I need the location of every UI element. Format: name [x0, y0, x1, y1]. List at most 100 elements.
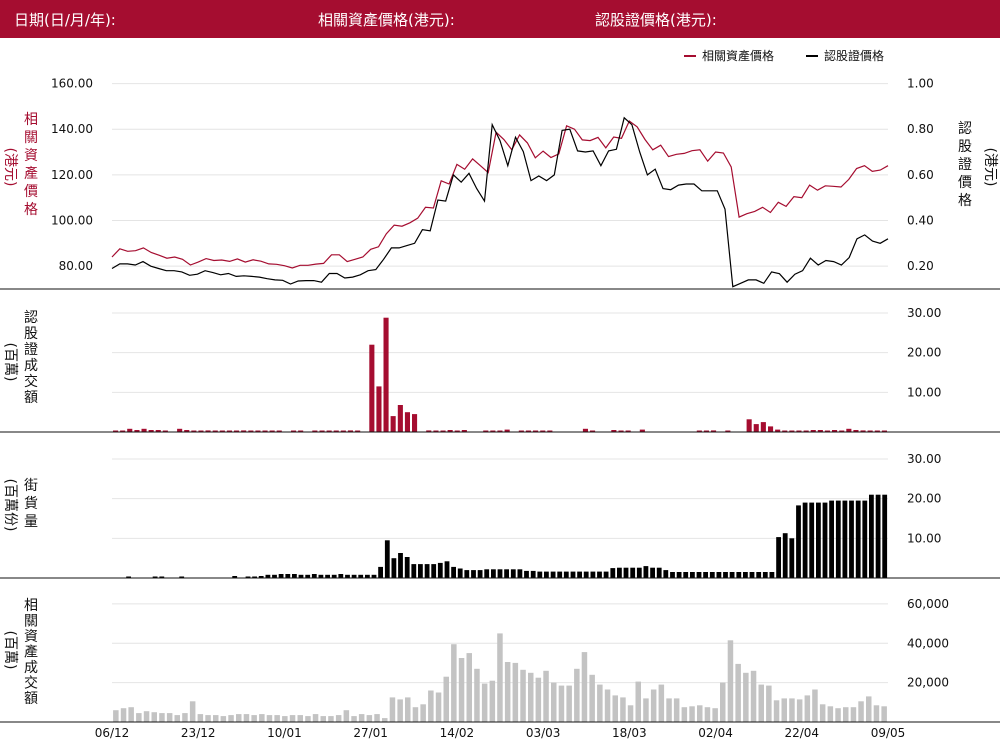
underlying-turnover-bar [159, 713, 165, 722]
warrant-turnover-bar [248, 430, 254, 432]
warrant-turnover-bar [625, 430, 631, 432]
warrant-turnover-bar [198, 430, 204, 432]
warrant-turnover-bar [703, 430, 709, 432]
warrant-turnover-bar [775, 429, 781, 432]
underlying-turnover-bar [236, 714, 242, 722]
outstanding-bar [298, 574, 304, 578]
outstanding-bar [617, 567, 622, 578]
outstanding-bar [636, 567, 642, 578]
outstanding-bar [869, 494, 874, 578]
warrant-turnover-tick-label: 10.00 [907, 385, 941, 399]
underlying-turnover-bar [512, 662, 519, 722]
warrant-turnover-title-char: 股 [24, 326, 38, 342]
outstanding-bar [709, 572, 715, 578]
underlying-turnover-title-char: 額 [24, 691, 38, 707]
warrant-turnover-bar [853, 430, 859, 432]
outstanding-bar [345, 574, 350, 578]
right-axis-title-char: 股 [958, 139, 972, 155]
underlying-turnover-title-char: 成 [24, 660, 38, 676]
warrant-turnover-bar [177, 428, 183, 432]
left-axis-title-char: 格 [24, 202, 38, 218]
underlying-price-line [111, 120, 889, 269]
warrant-turnover-bar [504, 429, 510, 432]
underlying-turnover-bar [174, 715, 180, 722]
x-tick-label: 03/03 [526, 726, 561, 740]
outstanding-bar [418, 564, 423, 578]
warrant-turnover-bar [525, 430, 531, 432]
warrant-turnover-bar [141, 428, 147, 432]
outstanding-title-char: 街 [24, 478, 38, 494]
underlying-turnover-bar [128, 707, 134, 722]
x-tick-label: 09/05 [871, 726, 906, 740]
underlying-turnover-title-char: 交 [24, 675, 38, 692]
outstanding-bar [855, 500, 861, 578]
outstanding-bar [159, 576, 165, 578]
underlying-turnover-bar [635, 681, 641, 722]
outstanding-bar [351, 574, 357, 578]
warrant-price-line [111, 116, 889, 288]
warrant-turnover-bar [803, 430, 809, 432]
outstanding-bar [650, 567, 655, 578]
outstanding-bar [311, 574, 317, 578]
x-tick-label: 18/03 [612, 726, 647, 740]
warrant-turnover-unit: (百萬) [2, 343, 18, 382]
outstanding-bar [451, 566, 456, 578]
underlying-turnover-bar [789, 698, 795, 722]
outstanding-bar [796, 505, 801, 578]
right-axis-title-char: 證 [958, 156, 972, 173]
warrant-turnover-bar [369, 344, 375, 432]
warrant-turnover-bar [262, 430, 268, 432]
underlying-turnover-bar [274, 715, 280, 722]
outstanding-bar [325, 574, 330, 578]
x-tick-label: 02/04 [698, 726, 733, 740]
outstanding-bar [577, 571, 582, 578]
underlying-turnover-bar [213, 715, 219, 722]
legend: 相關資產價格 認股證價格 [684, 48, 884, 63]
warrant-turnover-bar [817, 430, 823, 432]
underlying-turnover-bar [320, 716, 326, 722]
underlying-turnover-bar [666, 698, 672, 722]
outstanding-bar [371, 574, 377, 578]
warrant-turnover-bar [540, 430, 546, 432]
outstanding-bar [630, 567, 636, 578]
warrant-turnover-bar [447, 430, 453, 432]
outstanding-bar [643, 566, 649, 578]
underlying-turnover-bar [458, 658, 465, 722]
underlying-turnover-bar [781, 698, 787, 722]
warrant-turnover-bar [518, 430, 524, 432]
underlying-turnover-tick-label: 60,000 [907, 597, 949, 611]
underlying-turnover-bar [251, 715, 257, 722]
outstanding-bar [590, 571, 596, 578]
left-tick-label: 80.00 [59, 259, 93, 273]
warrant-turnover-bar [412, 414, 418, 432]
outstanding-bar [338, 574, 344, 578]
outstanding-title-char: 貨 [24, 495, 38, 512]
underlying-turnover-bar [850, 707, 857, 722]
right-axis-title-char: 價 [958, 174, 972, 191]
date-label: 日期(日/月/年): [14, 11, 116, 29]
outstanding-bar [537, 571, 543, 578]
outstanding-bar [683, 572, 689, 578]
underlying-turnover-bar [658, 684, 665, 722]
underlying-turnover-bar [243, 714, 250, 722]
underlying-turnover-bar [297, 715, 303, 722]
warrant-turnover-bar [226, 430, 232, 432]
left-axis-title: 相關資產價格 [24, 112, 38, 218]
warrant-turnover-bar [874, 430, 880, 432]
underlying-turnover-tick-label: 40,000 [907, 636, 949, 650]
warrant-turnover-bar [618, 430, 624, 432]
underlying-turnover-bar [289, 715, 296, 722]
x-tick-label: 22/04 [784, 726, 819, 740]
outstanding-bar [391, 558, 397, 578]
underlying-turnover-bar [405, 697, 411, 722]
underlying-turnover-bar [166, 713, 173, 722]
outstanding-bar [471, 570, 476, 578]
outstanding-bar [743, 572, 748, 578]
underlying-turnover-bar [612, 695, 618, 722]
right-axis-title-char: 格 [958, 193, 972, 209]
underlying-turnover-bar [620, 697, 626, 722]
warrant-turnover-bar [881, 430, 887, 432]
warrant-turnover-bar [582, 428, 588, 432]
underlying-turnover-bar [335, 715, 342, 722]
